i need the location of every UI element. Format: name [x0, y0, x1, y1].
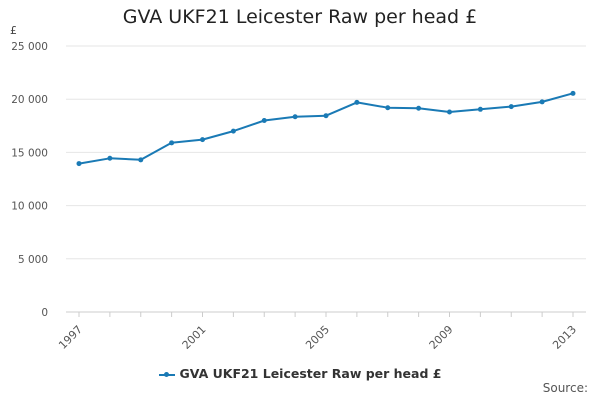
y-axis-ticks: 0 5 000 10 000 15 000 20 000 25 000 [11, 41, 48, 319]
y-tick-label: 5 000 [18, 254, 48, 266]
data-point[interactable] [107, 155, 113, 161]
data-point[interactable] [230, 128, 236, 134]
y-tick-label: 20 000 [11, 94, 48, 106]
data-point[interactable] [477, 106, 483, 112]
gridlines [66, 45, 586, 260]
data-point[interactable] [323, 113, 329, 119]
y-tick-label: 10 000 [11, 201, 48, 213]
x-axis-ticks: 1997 2001 2005 2009 2013 [56, 323, 579, 352]
data-point[interactable] [261, 117, 267, 123]
data-point[interactable] [354, 99, 360, 105]
y-tick-label: 15 000 [11, 147, 48, 159]
x-tick-label: 1997 [56, 323, 85, 352]
y-tick-label: 0 [41, 307, 48, 319]
data-point[interactable] [292, 114, 298, 120]
legend-swatch [158, 371, 175, 377]
data-point[interactable] [539, 99, 545, 105]
data-point[interactable] [416, 105, 422, 111]
data-point[interactable] [447, 109, 452, 115]
data-point[interactable] [508, 104, 514, 110]
chart-title: GVA UKF21 Leicester Raw per head £ [122, 6, 478, 28]
series-line [78, 92, 574, 165]
x-tick-label: 2005 [303, 323, 332, 352]
data-point[interactable] [76, 161, 82, 167]
x-axis [66, 311, 586, 317]
data-point[interactable] [570, 90, 576, 96]
y-axis-unit-label: £ [10, 24, 17, 37]
data-point[interactable] [385, 105, 391, 111]
y-tick-label: 25 000 [11, 41, 48, 53]
data-point[interactable] [200, 137, 205, 143]
x-tick-label: 2013 [550, 323, 579, 352]
data-point[interactable] [138, 157, 144, 163]
legend[interactable]: GVA UKF21 Leicester Raw per head £ [0, 366, 600, 381]
data-point[interactable] [169, 140, 175, 146]
legend-label: GVA UKF21 Leicester Raw per head £ [179, 366, 442, 381]
series-layer [76, 90, 576, 167]
x-tick-label: 2009 [427, 323, 456, 352]
x-tick-label: 2001 [180, 323, 209, 352]
source-label[interactable]: Source: [542, 381, 588, 395]
